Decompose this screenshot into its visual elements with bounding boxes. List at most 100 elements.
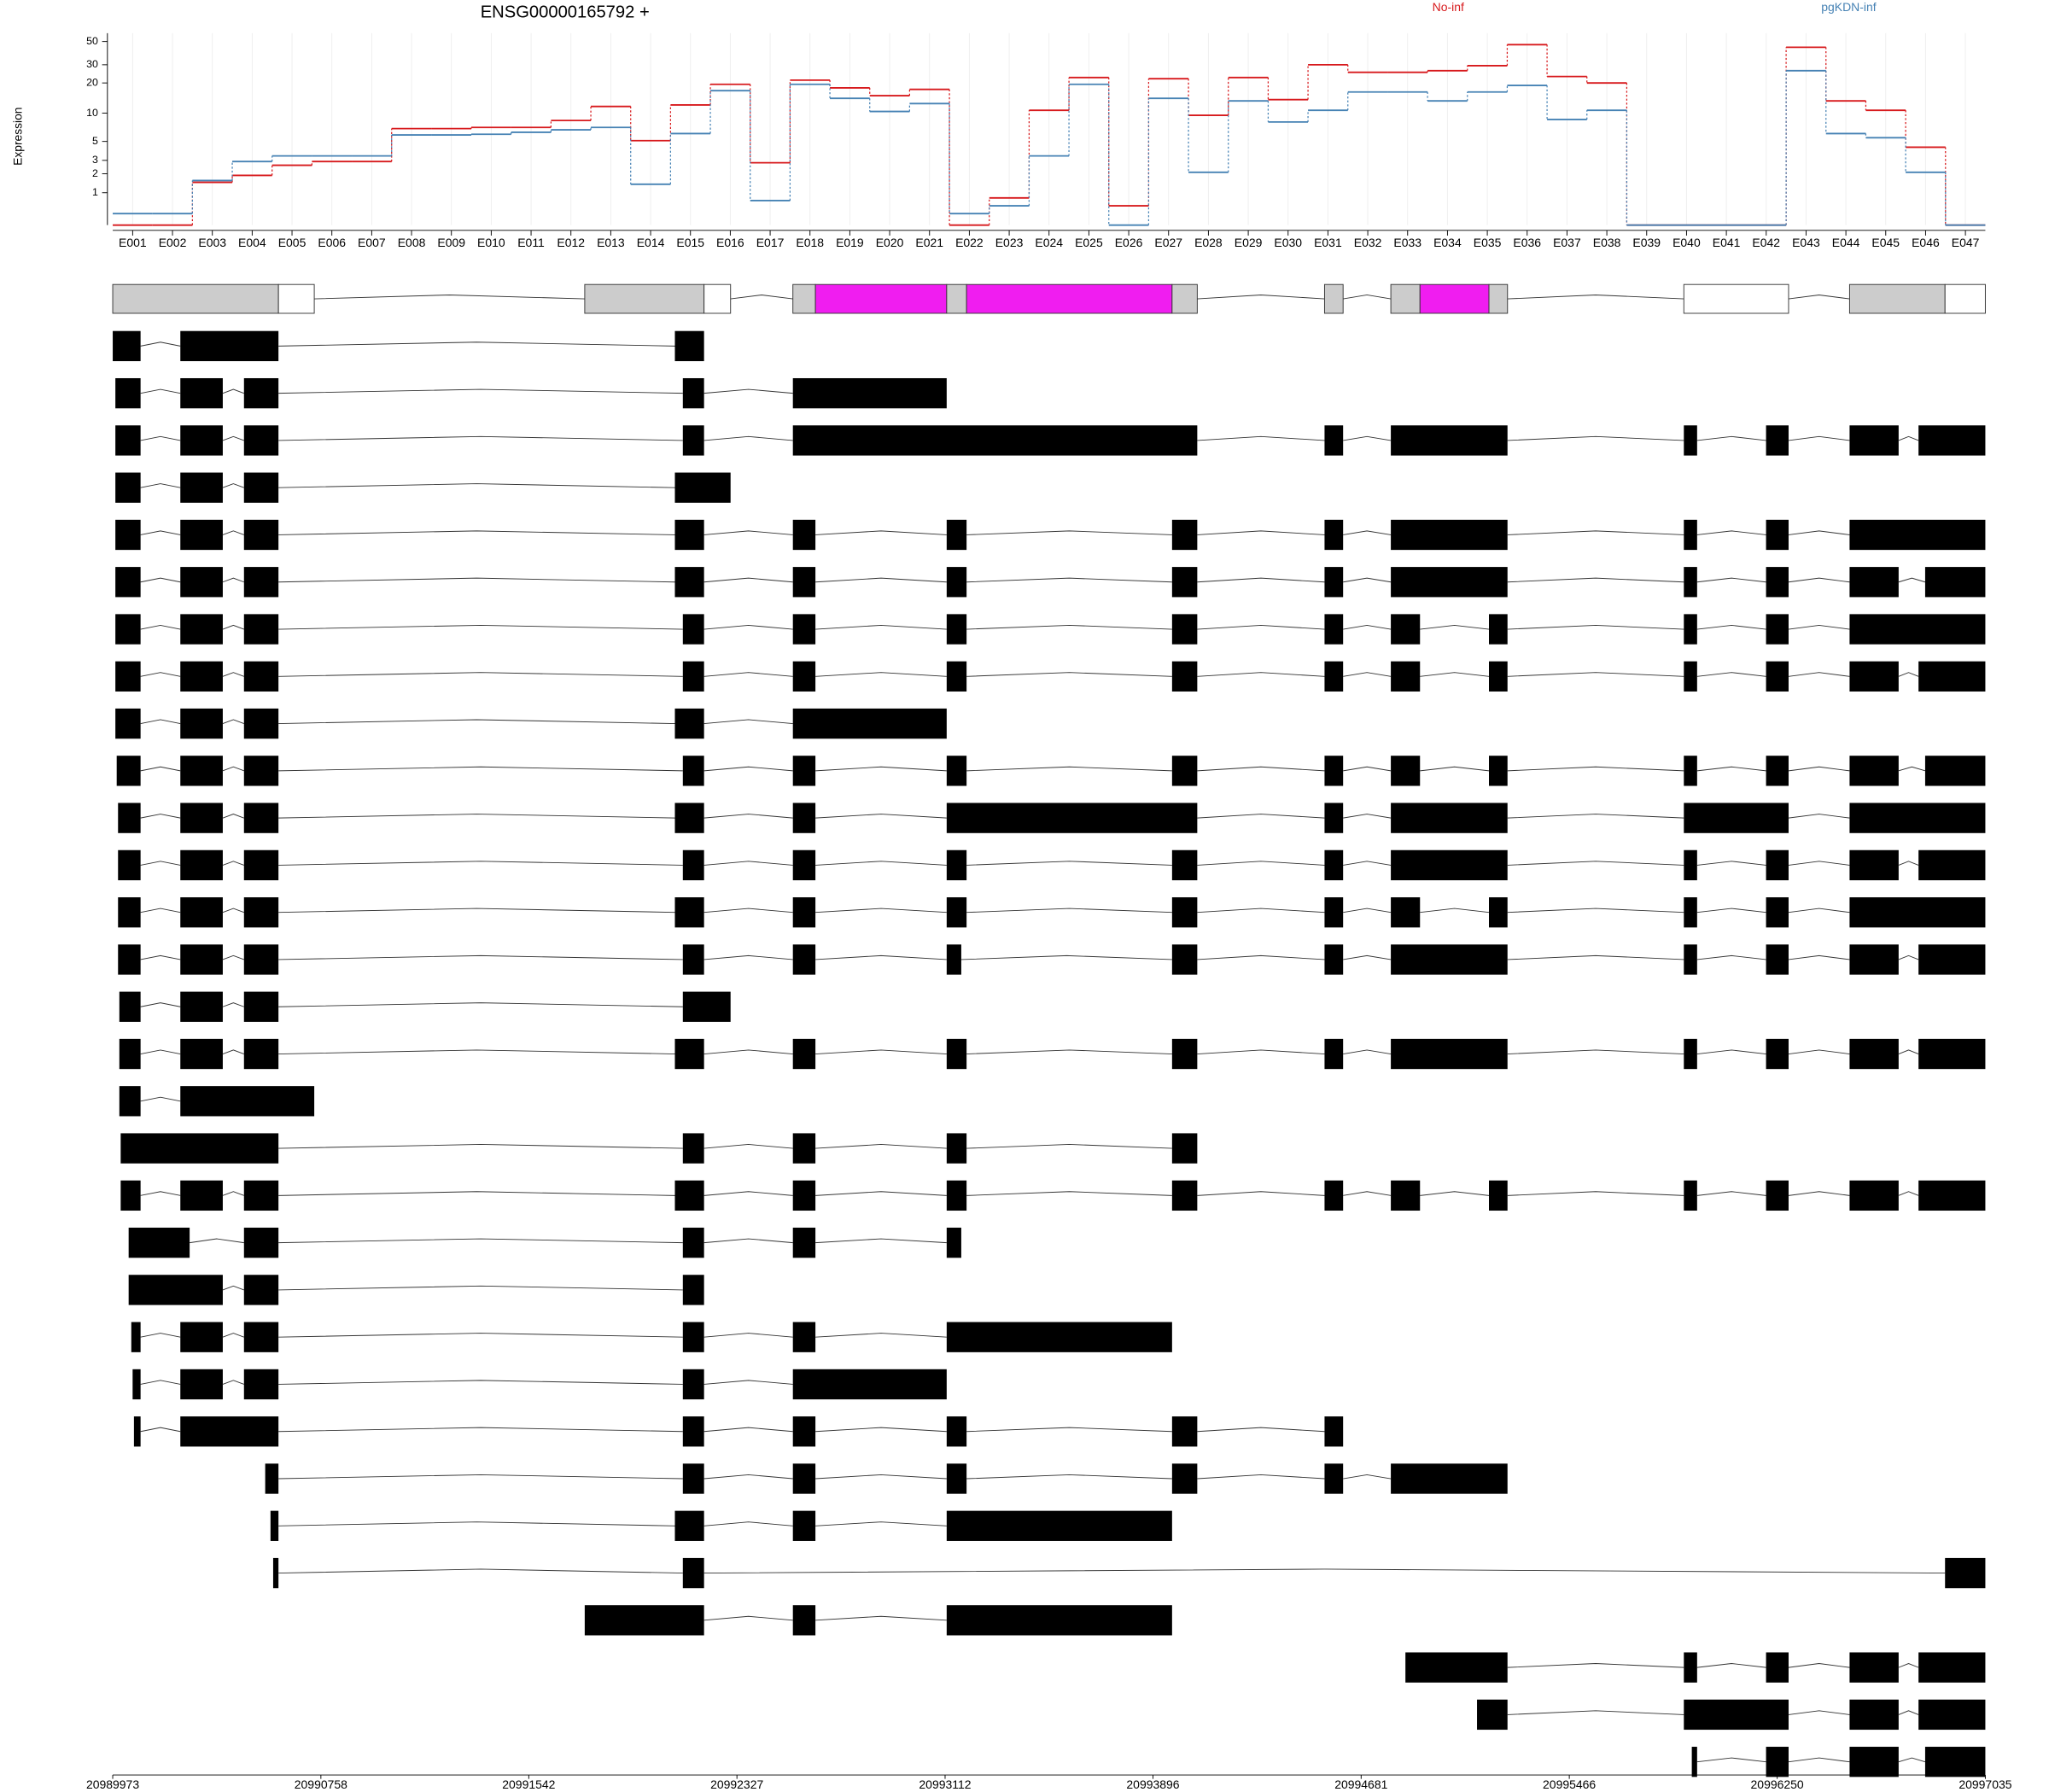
transcript-intron [815, 1615, 947, 1621]
transcript-exon [1324, 1180, 1344, 1211]
transcript-intron [1696, 908, 1766, 914]
transcript-intron [278, 1333, 683, 1338]
transcript-exon [1405, 1652, 1508, 1683]
transcript-exon [265, 1463, 279, 1494]
x-tick-label: E026 [1115, 236, 1143, 249]
genomic-tick-label: 20994681 [1334, 1777, 1387, 1791]
transcript-exon [946, 803, 1198, 833]
x-tick-label: E007 [358, 236, 386, 249]
transcript-exon [946, 1510, 1172, 1541]
x-tick-label: E013 [597, 236, 625, 249]
transcript-intron [140, 388, 181, 394]
x-tick-label: E017 [756, 236, 785, 249]
transcript-intron [703, 1568, 1946, 1574]
x-tick-label: E033 [1393, 236, 1421, 249]
transcript-intron [278, 1285, 683, 1291]
transcript-exon [115, 472, 141, 503]
transcript-intron [1696, 1049, 1766, 1054]
x-tick-label: E044 [1832, 236, 1860, 249]
transcript-exon [180, 756, 223, 786]
transcript-intron [1507, 435, 1684, 441]
transcript-intron [222, 908, 244, 914]
transcript-exon [120, 1133, 279, 1164]
transcript-exon [180, 1369, 223, 1400]
gene-model-exon [1683, 283, 1789, 314]
transcript-exon [1766, 944, 1789, 975]
transcript-exon [243, 1275, 279, 1305]
transcript-intron [1343, 672, 1392, 677]
x-tick-label: E008 [398, 236, 426, 249]
transcript-exon [674, 519, 704, 551]
transcript-exon [682, 944, 704, 975]
transcript-exon [1849, 1747, 1899, 1777]
transcript-exon [682, 1416, 704, 1447]
transcript-exon [1684, 1038, 1697, 1070]
x-tick-label: E021 [915, 236, 943, 249]
x-tick-label: E004 [238, 236, 266, 249]
x-tick-label: E032 [1354, 236, 1382, 249]
transcript-intron [1898, 435, 1919, 441]
transcript-exon [128, 1275, 223, 1305]
transcript-intron [966, 1049, 1172, 1054]
transcript-exon [243, 991, 279, 1022]
transcript-exon [682, 661, 704, 692]
transcript-exon [1766, 425, 1789, 456]
transcript-intron [1197, 1474, 1325, 1480]
x-tick-label: E020 [876, 236, 904, 249]
transcript-exon [1924, 756, 1986, 786]
transcript-exon [792, 1038, 816, 1070]
transcript-intron [1420, 1191, 1490, 1196]
x-tick-label: E012 [557, 236, 585, 249]
transcript-exon [682, 756, 704, 786]
transcript-exon [180, 472, 223, 503]
transcript-exon [243, 567, 279, 598]
transcript-intron [1197, 672, 1325, 677]
transcript-exon [946, 614, 967, 645]
transcript-intron [278, 1568, 683, 1574]
transcript-exon [1684, 519, 1697, 551]
transcript-intron [1343, 814, 1392, 819]
transcript-exon [792, 1369, 947, 1400]
transcript-exon [946, 1180, 967, 1211]
transcript-exon [119, 1038, 141, 1070]
transcript-exon [674, 1510, 704, 1541]
transcript-intron [140, 1191, 181, 1196]
transcript-exon [1849, 944, 1899, 975]
transcript-intron [1696, 1191, 1766, 1196]
gene-model-intron [314, 295, 585, 300]
transcript-exon [115, 661, 141, 692]
transcript-exon [1918, 1180, 1986, 1211]
transcript-intron [815, 1049, 947, 1054]
transcript-intron [1197, 954, 1325, 960]
transcript-exon [792, 614, 816, 645]
transcript-exon [180, 944, 223, 975]
transcript-exon [115, 708, 141, 739]
transcript-intron [815, 577, 947, 583]
x-tick-label: E015 [676, 236, 704, 249]
transcript-intron [140, 341, 181, 347]
transcript-intron [1343, 908, 1392, 914]
transcript-exon [674, 567, 704, 598]
transcript-exon [1324, 849, 1344, 881]
genomic-tick-label: 20991542 [502, 1777, 555, 1791]
transcript-exon [1324, 1038, 1344, 1070]
transcript-exon [1391, 897, 1421, 928]
transcript-intron [703, 530, 793, 535]
transcript-exon [131, 1322, 141, 1352]
x-tick-label: E031 [1314, 236, 1342, 249]
x-tick-label: E046 [1912, 236, 1940, 249]
transcript-intron [1898, 1663, 1919, 1668]
transcript-exon [1391, 849, 1508, 881]
x-tick-label: E016 [716, 236, 744, 249]
transcript-exon [1691, 1747, 1697, 1777]
gene-model-intron [1343, 295, 1392, 300]
transcript-exon [243, 1369, 279, 1400]
transcript-intron [1696, 954, 1766, 960]
transcript-intron [815, 908, 947, 914]
transcript-intron [278, 1474, 683, 1480]
transcript-intron [1343, 624, 1392, 630]
transcript-exon [1766, 1180, 1789, 1211]
transcript-exon [1766, 661, 1789, 692]
transcript-exon [243, 1038, 279, 1070]
